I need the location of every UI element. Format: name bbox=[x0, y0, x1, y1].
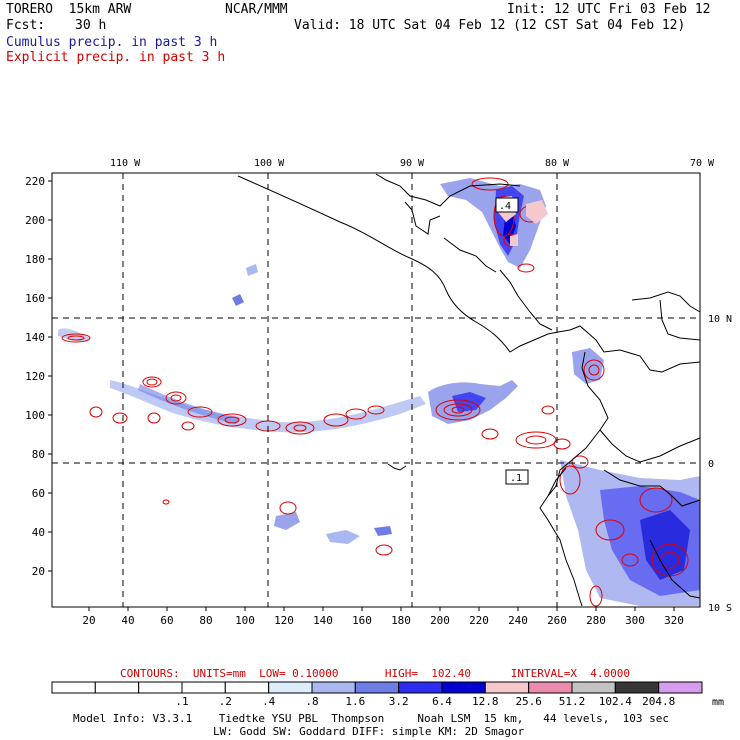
colorbar-label: 102.4 bbox=[599, 695, 632, 708]
forecast-label: Fcst: bbox=[6, 18, 46, 33]
axis-ticks bbox=[48, 180, 675, 611]
lat-lon-grid bbox=[52, 173, 700, 607]
colorbar-label: 25.6 bbox=[515, 695, 542, 708]
lon-label-80w: 80 W bbox=[545, 158, 570, 169]
lon-label-90w: 90 W bbox=[400, 158, 425, 169]
x-tick-label: 260 bbox=[547, 614, 567, 627]
x-tick-label: 100 bbox=[235, 614, 255, 627]
valid-time: Valid: 18 UTC Sat 04 Feb 12 (12 CST Sat … bbox=[294, 18, 686, 33]
colorbar-swatch bbox=[311, 681, 356, 694]
longitude-labels: 110 W 100 W 90 W 80 W 70 W bbox=[110, 158, 715, 169]
field-explicit-label: Explicit precip. in past 3 h bbox=[6, 50, 226, 65]
colorbar-swatch bbox=[181, 681, 226, 694]
y-tick-label: 160 bbox=[25, 292, 45, 305]
explicit-precip-contours bbox=[61, 177, 689, 607]
box-label-low: .1 bbox=[510, 473, 522, 484]
colorbar-swatch bbox=[354, 681, 400, 694]
y-tick-label: 200 bbox=[25, 214, 45, 227]
colorbar-swatch bbox=[528, 681, 573, 694]
lon-label-70w: 70 W bbox=[690, 158, 715, 169]
forecast-hours: 30 h bbox=[75, 18, 107, 33]
colorbar-swatch bbox=[614, 681, 660, 694]
colorbar-swatch bbox=[138, 681, 183, 694]
low-value-box: .1 bbox=[505, 469, 529, 485]
init-time: Init: 12 UTC Fri 03 Feb 12 bbox=[507, 2, 711, 17]
x-tick-label: 20 bbox=[82, 614, 95, 627]
x-tick-label: 120 bbox=[274, 614, 294, 627]
x-tick-label: 300 bbox=[625, 614, 645, 627]
y-tick-label: 100 bbox=[25, 409, 45, 422]
colorbar-label: 204.8 bbox=[642, 695, 675, 708]
colorbar-swatch bbox=[268, 681, 313, 694]
y-tick-label: 40 bbox=[32, 526, 45, 539]
x-tick-label: 160 bbox=[352, 614, 372, 627]
y-tick-label: 60 bbox=[32, 487, 45, 500]
x-tick-label: 200 bbox=[430, 614, 450, 627]
colorbar-swatch bbox=[484, 681, 530, 694]
colorbar-label: 1.6 bbox=[345, 695, 365, 708]
colorbar-swatch bbox=[94, 681, 140, 694]
colorbar-swatches bbox=[51, 681, 703, 694]
x-tick-label: 40 bbox=[121, 614, 134, 627]
colorbar-swatch bbox=[51, 681, 96, 694]
coastlines bbox=[237, 173, 701, 607]
x-tick-label: 240 bbox=[508, 614, 528, 627]
x-tick-label: 320 bbox=[664, 614, 684, 627]
colorbar-label: .4 bbox=[262, 695, 276, 708]
latitude-labels: 10 N 0 10 S bbox=[708, 314, 732, 614]
y-tick-labels: 220 200 180 160 140 120 100 80 60 40 20 bbox=[25, 175, 45, 578]
x-tick-label: 220 bbox=[469, 614, 489, 627]
x-tick-label: 140 bbox=[313, 614, 333, 627]
x-tick-label: 280 bbox=[586, 614, 606, 627]
lat-label-10s: 10 S bbox=[708, 603, 732, 614]
colorbar-swatch bbox=[441, 681, 486, 694]
colorbar-swatch bbox=[224, 681, 270, 694]
colorbar-swatch bbox=[658, 681, 703, 694]
x-tick-labels: 20 40 60 80 100 120 140 160 180 200 220 … bbox=[82, 614, 684, 627]
cumulus-precip-shading bbox=[58, 178, 700, 606]
colorbar-label: 3.2 bbox=[389, 695, 409, 708]
model-info-line1: Model Info: V3.3.1 Tiedtke YSU PBL Thomp… bbox=[73, 712, 670, 725]
y-tick-label: 20 bbox=[32, 565, 45, 578]
model-title: TORERO 15km ARW bbox=[6, 2, 132, 17]
lat-label-0: 0 bbox=[708, 459, 714, 470]
colorbar-swatch bbox=[398, 681, 443, 694]
colorbar-swatch bbox=[571, 681, 616, 694]
lat-label-10n: 10 N bbox=[708, 314, 732, 325]
colorbar-label: .1 bbox=[175, 695, 188, 708]
high-value-box: .4 bbox=[495, 197, 519, 213]
colorbar: .1.2.4.8 1.6 3.2 6.4 12.8 25.6 51.2 102.4 204.8 … bbox=[51, 681, 724, 708]
colorbar-label: .8 bbox=[305, 695, 318, 708]
field-cumulus-label: Cumulus precip. in past 3 h bbox=[6, 35, 218, 50]
model-info-line2: LW: Godd SW: Goddard DIFF: simple KM: 2D… bbox=[213, 725, 525, 738]
x-tick-label: 180 bbox=[391, 614, 411, 627]
y-tick-label: 120 bbox=[25, 370, 45, 383]
y-tick-label: 180 bbox=[25, 253, 45, 266]
colorbar-label: 6.4 bbox=[432, 695, 452, 708]
map-frame bbox=[51, 172, 701, 608]
y-tick-label: 220 bbox=[25, 175, 45, 188]
colorbar-label: 51.2 bbox=[559, 695, 586, 708]
colorbar-label: 12.8 bbox=[472, 695, 499, 708]
y-tick-label: 80 bbox=[32, 448, 45, 461]
colorbar-label: .2 bbox=[219, 695, 232, 708]
colorbar-labels: .1 .2 .4 .8 1.6 3.2 6.4 12.8 25.6 51.2 102.4 204.8 bbox=[175, 695, 675, 708]
contour-info: CONTOURS: UNITS=mm LOW= 0.10000 HIGH= 10… bbox=[120, 667, 630, 680]
lon-label-100w: 100 W bbox=[254, 158, 285, 169]
box-label-high: .4 bbox=[499, 201, 511, 212]
x-tick-label: 80 bbox=[199, 614, 212, 627]
organization-label: NCAR/MMM bbox=[225, 2, 288, 17]
y-tick-label: 140 bbox=[25, 331, 45, 344]
lon-label-110w: 110 W bbox=[110, 158, 141, 169]
x-tick-label: 60 bbox=[160, 614, 173, 627]
colorbar-unit: mm bbox=[712, 697, 724, 708]
